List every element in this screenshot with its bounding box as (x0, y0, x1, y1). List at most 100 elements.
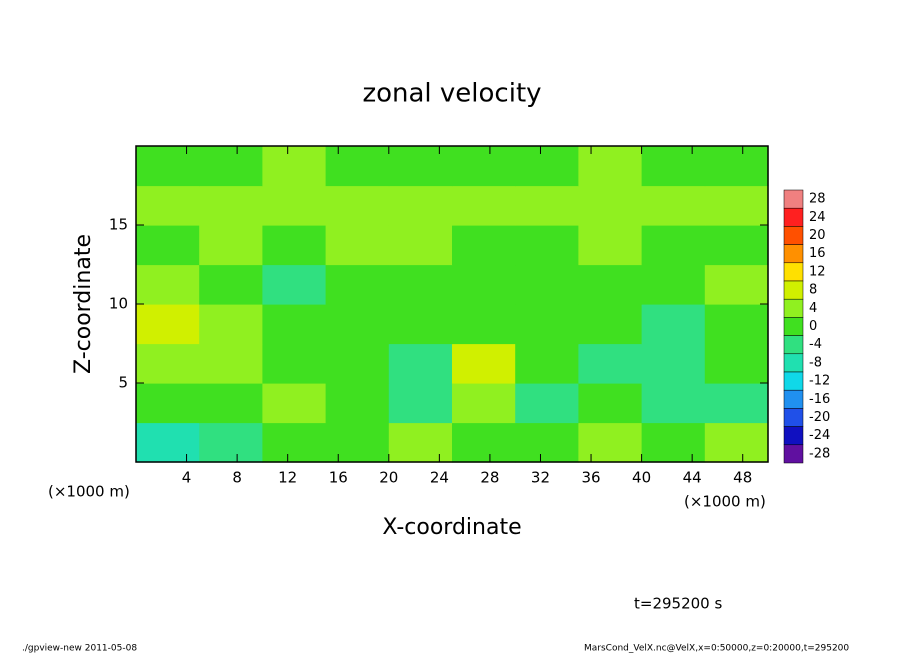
footer-left: ./gpview-new 2011-05-08 (22, 644, 137, 654)
heatmap-cell (388, 343, 453, 384)
heatmap-cell (578, 146, 643, 187)
chart-title: zonal velocity (362, 79, 541, 109)
heatmap-cell (641, 146, 706, 187)
colorbar-label: -20 (809, 410, 830, 425)
colorbar-label: -12 (809, 374, 830, 389)
y-axis-label: Z-coordinate (71, 234, 96, 374)
heatmap-cell (136, 422, 200, 463)
heatmap-cell (704, 383, 769, 424)
colorbar-label: 28 (809, 192, 826, 207)
heatmap-cell (704, 422, 769, 463)
x-axis-label: X-coordinate (382, 515, 521, 540)
colorbar-label: 24 (809, 210, 826, 225)
heatmap-cell (388, 422, 453, 463)
heatmap-cell (136, 225, 200, 266)
y-tick-label: 15 (109, 216, 128, 234)
heatmap-cell (641, 343, 706, 384)
colorbar-swatch (783, 262, 804, 282)
heatmap-cell (388, 264, 453, 305)
heatmap-cell (262, 343, 327, 384)
heatmap-cell (704, 264, 769, 305)
x-tick-label: 4 (182, 469, 192, 487)
heatmap-cell (578, 343, 643, 384)
heatmap-cell (262, 264, 327, 305)
heatmap-cell (578, 185, 643, 226)
heatmap-cell (325, 304, 390, 345)
heatmap-cell (262, 422, 327, 463)
heatmap-cell (704, 304, 769, 345)
colorbar-label: -28 (809, 446, 830, 461)
y-tick-label: 5 (118, 374, 128, 392)
heatmap-cell (452, 146, 516, 187)
x-unit: (×1000 m) (684, 493, 766, 511)
heatmap-cell (199, 383, 263, 424)
heatmap-cell (325, 383, 390, 424)
heatmap (136, 146, 769, 463)
colorbar-swatch (783, 444, 804, 464)
x-tick-label: 16 (329, 469, 348, 487)
heatmap-cell (452, 422, 516, 463)
heatmap-cell (578, 225, 643, 266)
heatmap-cell (704, 146, 769, 187)
x-tick-label: 24 (430, 469, 449, 487)
x-tick-label: 8 (232, 469, 242, 487)
heatmap-cell (515, 185, 579, 226)
heatmap-cell (578, 422, 643, 463)
x-tick-label: 44 (683, 469, 702, 487)
heatmap-cell (704, 343, 769, 384)
heatmap-cell (388, 185, 453, 226)
y-tick-label: 10 (109, 295, 128, 313)
heatmap-cell (388, 383, 453, 424)
colorbar-label: -16 (809, 392, 830, 407)
heatmap-cell (641, 264, 706, 305)
heatmap-cell (515, 264, 579, 305)
heatmap-cell (452, 225, 516, 266)
heatmap-cell (325, 146, 390, 187)
heatmap-cell (136, 264, 200, 305)
heatmap-cell (325, 343, 390, 384)
heatmap-cell (325, 185, 390, 226)
colorbar-swatch (783, 317, 804, 336)
heatmap-cell (641, 185, 706, 226)
colorbar-swatch (783, 408, 804, 427)
colorbar-label: 8 (809, 283, 817, 298)
heatmap-cell (641, 383, 706, 424)
heatmap-cell (578, 304, 643, 345)
heatmap-cell (325, 264, 390, 305)
heatmap-cell (578, 264, 643, 305)
colorbar-label: 4 (809, 301, 817, 316)
heatmap-cell (262, 304, 327, 345)
heatmap-cell (262, 225, 327, 266)
heatmap-cell (199, 304, 263, 345)
footer-right: MarsCond_VelX.nc@VelX,x=0:50000,z=0:2000… (584, 644, 849, 654)
heatmap-cell (704, 225, 769, 266)
heatmap-cell (641, 422, 706, 463)
x-tick-label: 40 (632, 469, 651, 487)
heatmap-cell (262, 146, 327, 187)
colorbar-label: 12 (809, 264, 826, 279)
heatmap-cell (452, 383, 516, 424)
colorbar-label: -8 (809, 355, 822, 370)
heatmap-cell (452, 343, 516, 384)
heatmap-cell (199, 225, 263, 266)
colorbar-label: -4 (809, 337, 822, 352)
x-tick-label: 36 (581, 469, 600, 487)
heatmap-cell (452, 264, 516, 305)
heatmap-cell (452, 304, 516, 345)
heatmap-cell (452, 185, 516, 226)
heatmap-cell (262, 185, 327, 226)
colorbar-swatch (783, 280, 804, 300)
heatmap-cell (136, 383, 200, 424)
colorbar-swatch (783, 335, 804, 355)
colorbar-swatch (783, 189, 804, 209)
colorbar-label: 20 (809, 228, 826, 243)
colorbar-label: -24 (809, 428, 830, 443)
x-tick-label: 12 (278, 469, 297, 487)
heatmap-cell (136, 185, 200, 226)
heatmap-cell (325, 422, 390, 463)
heatmap-cell (515, 343, 579, 384)
colorbar-swatch (783, 244, 804, 264)
heatmap-cell (515, 304, 579, 345)
